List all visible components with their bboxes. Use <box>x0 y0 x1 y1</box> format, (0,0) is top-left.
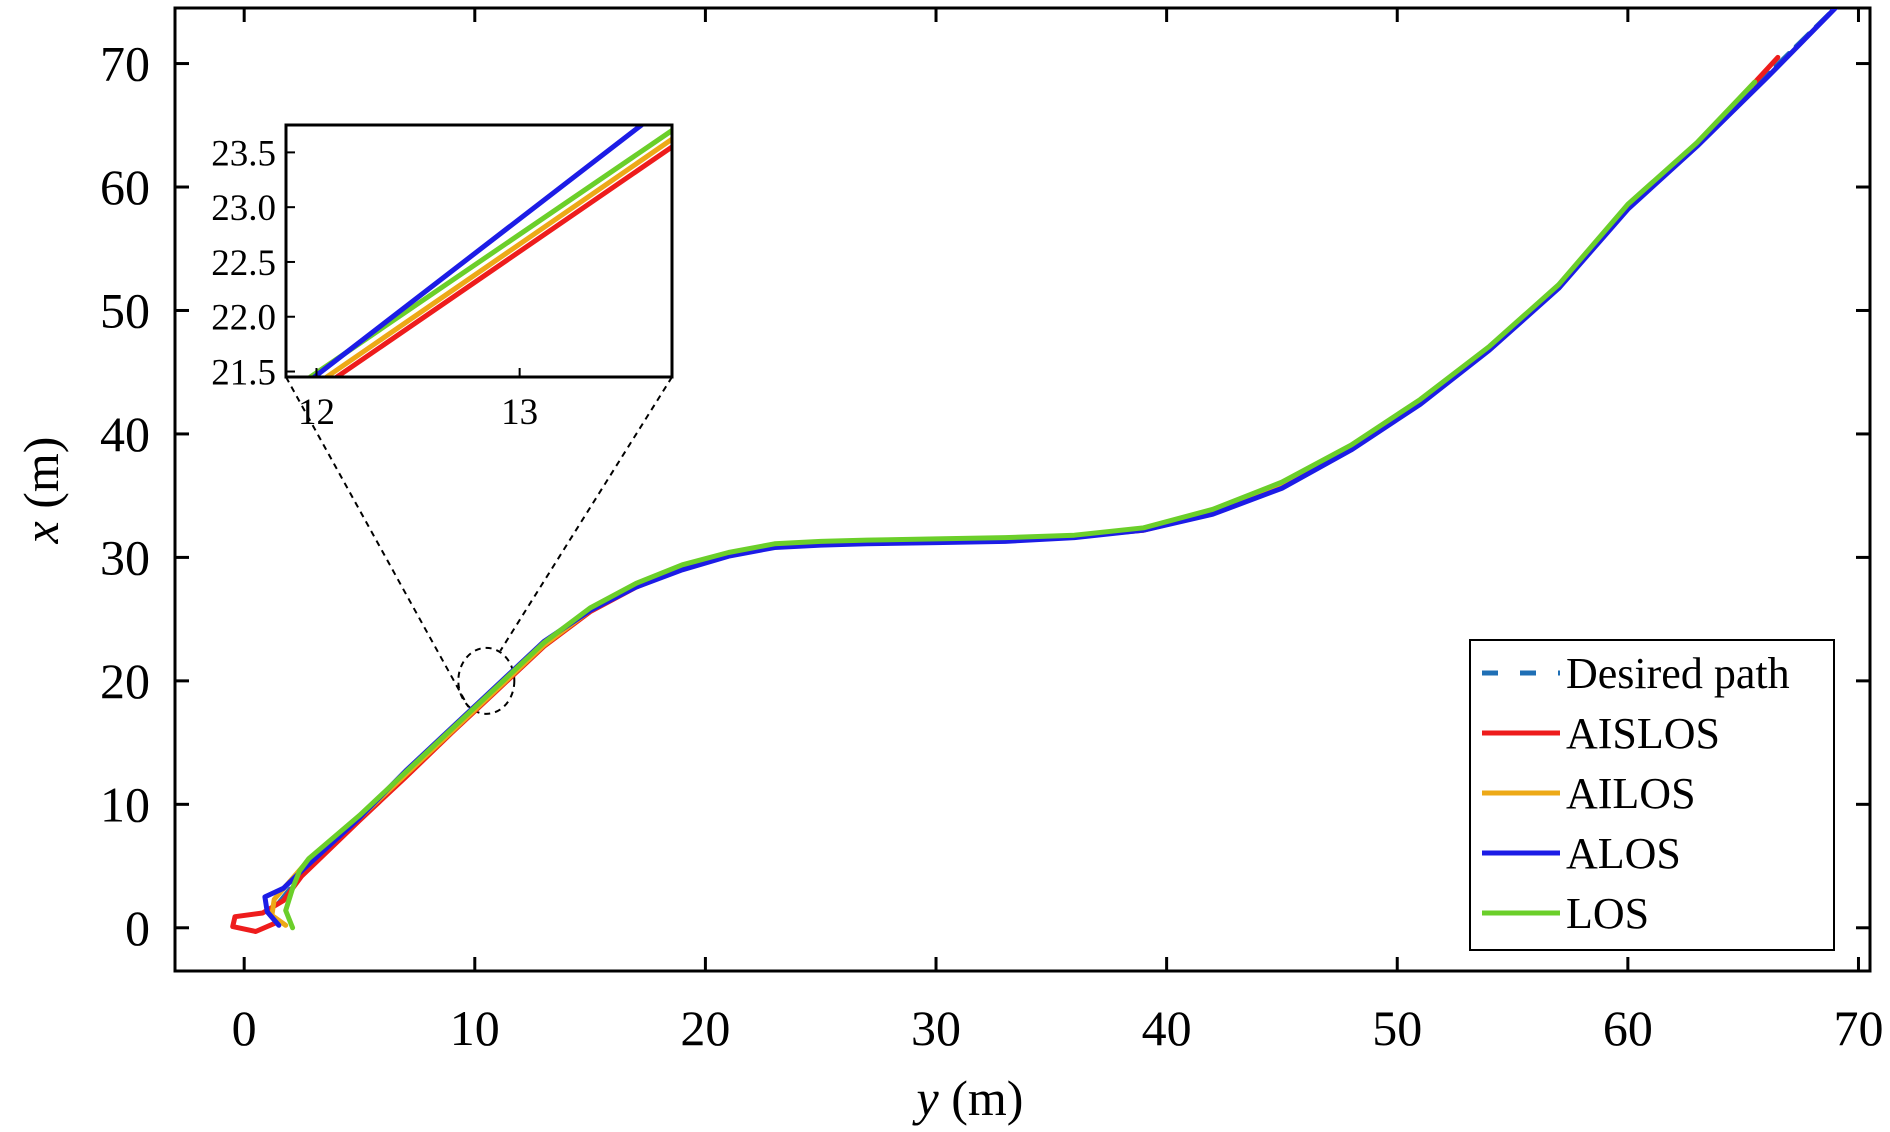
y-tick-label: 70 <box>100 36 150 92</box>
legend-label: LOS <box>1566 889 1649 938</box>
y-tick-label: 10 <box>100 776 150 832</box>
x-axis-label: y (m) <box>912 1070 1024 1126</box>
y-tick-label: 30 <box>100 529 150 585</box>
inset-series-line-alos <box>312 126 644 376</box>
inset-x-tick-label: 13 <box>501 392 538 433</box>
inset-y-tick-label: 23.5 <box>211 133 276 174</box>
zoom-connector-left <box>285 376 470 708</box>
y-tick-label: 0 <box>125 900 150 956</box>
inset-axis-ticks: 12 13 21.5 22.0 22.5 23.0 23.5 <box>211 133 538 433</box>
inset-frame <box>284 123 674 379</box>
main-axis-ticks: 0 10 20 30 40 50 60 70 0 10 20 30 40 50 60 70 <box>100 8 1883 1056</box>
x-tick-label: 70 <box>1833 1000 1883 1056</box>
x-tick-label: 60 <box>1603 1000 1653 1056</box>
inset-y-tick-label: 22.5 <box>211 243 276 284</box>
x-tick-label: 50 <box>1372 1000 1422 1056</box>
legend: Desired path AISLOS AILOS ALOS LOS <box>1482 649 1790 938</box>
inset-x-tick-label: 12 <box>298 392 335 433</box>
main-series-group <box>230 9 1838 934</box>
zoom-ellipse <box>457 646 516 715</box>
legend-label: Desired path <box>1566 649 1790 698</box>
x-tick-label: 40 <box>1142 1000 1192 1056</box>
x-tick-label: 10 <box>450 1000 500 1056</box>
x-tick-label: 0 <box>232 1000 257 1056</box>
x-tick-label: 30 <box>911 1000 961 1056</box>
plot-frame <box>173 6 1872 973</box>
y-tick-label: 50 <box>100 282 150 338</box>
y-tick-label: 60 <box>100 159 150 215</box>
legend-label: ALOS <box>1566 829 1681 878</box>
inset-y-tick-label: 21.5 <box>211 353 276 394</box>
legend-label: AILOS <box>1566 769 1696 818</box>
inset-y-tick-label: 22.0 <box>211 298 276 339</box>
inset-y-tick-label: 23.0 <box>211 188 276 229</box>
y-tick-label: 20 <box>100 653 150 709</box>
legend-label: AISLOS <box>1566 709 1720 758</box>
series-line-los <box>283 79 1758 931</box>
inset-series-line-aislos <box>334 144 671 376</box>
y-axis-label: x (m) <box>13 437 69 545</box>
zoom-connector-right <box>499 376 673 652</box>
x-tick-label: 20 <box>680 1000 730 1056</box>
zoom-callout <box>285 376 673 715</box>
y-tick-label: 40 <box>100 406 150 462</box>
inset-series-line-ailos <box>324 136 671 376</box>
inset-series-group <box>308 126 671 376</box>
